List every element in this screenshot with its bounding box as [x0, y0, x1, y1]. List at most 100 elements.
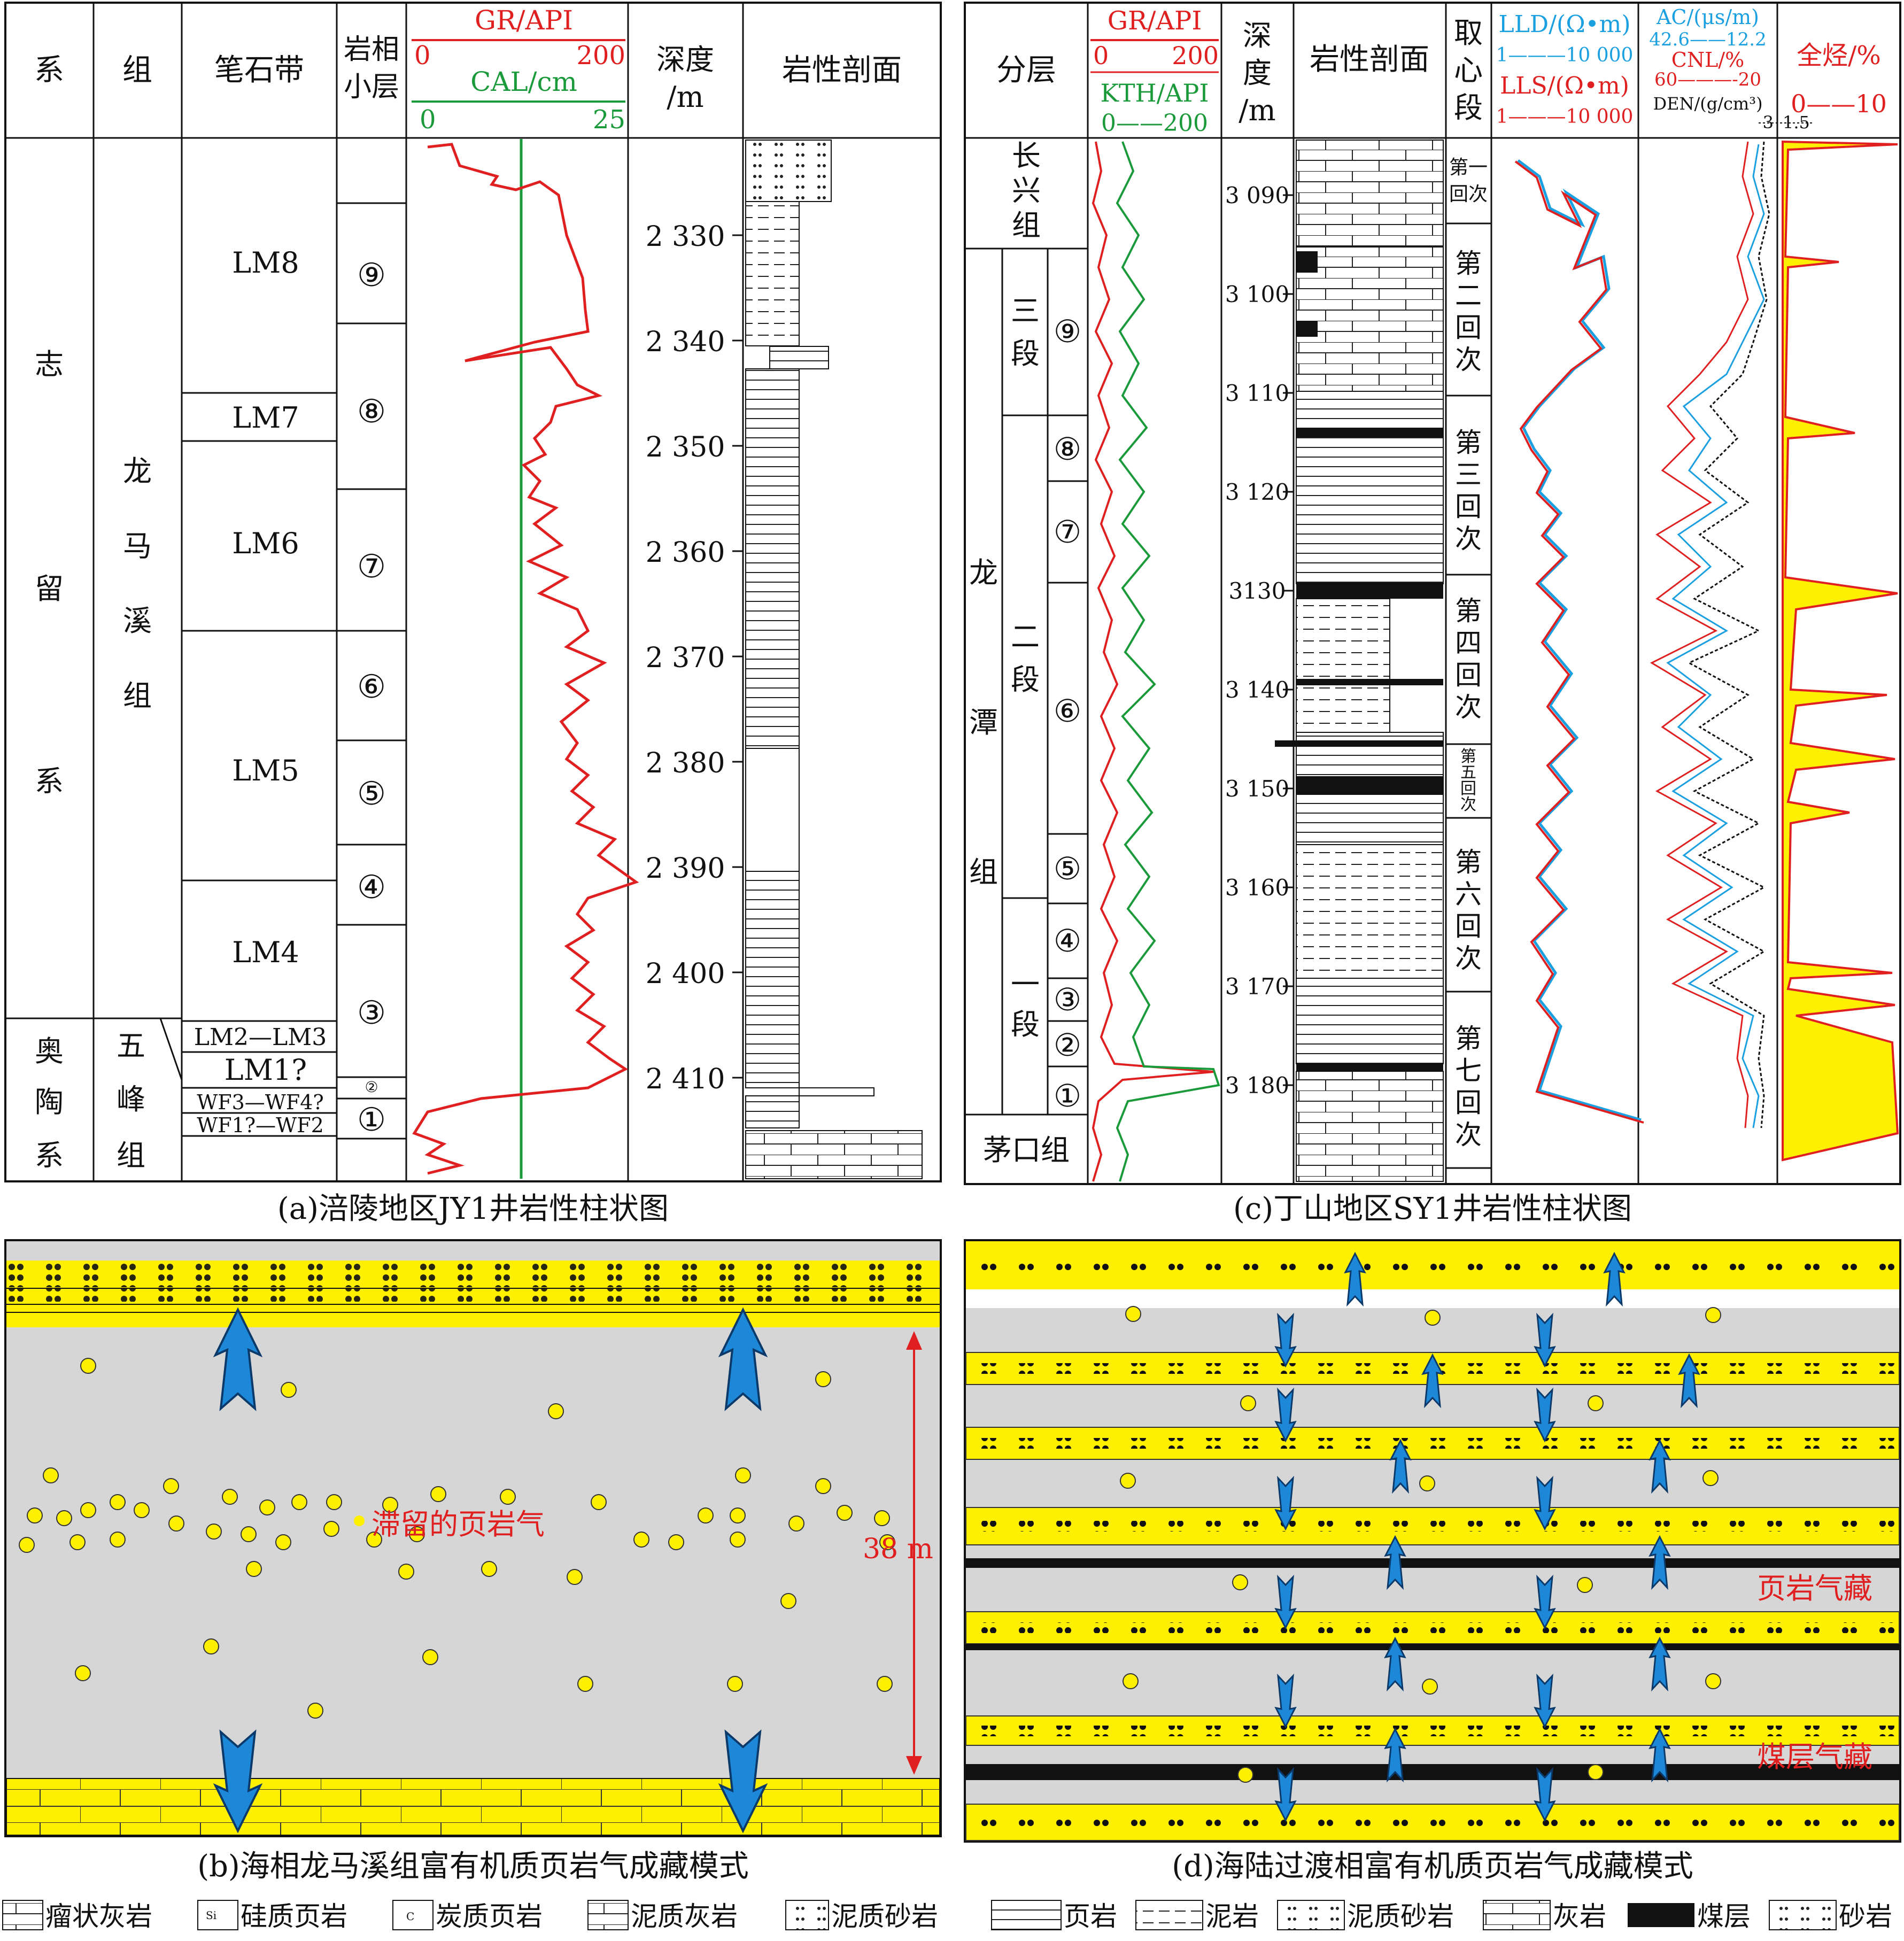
- hdr-system: 系: [34, 53, 64, 88]
- zone-lm5: LM5: [232, 754, 299, 787]
- svg-text:溪: 溪: [123, 604, 152, 638]
- legend-label-8: 泥质砂岩: [1347, 1901, 1454, 1932]
- svg-text:马: 马: [123, 529, 152, 563]
- hdr-depth-1: 深度: [656, 43, 714, 76]
- legend-label-7: 泥岩: [1205, 1901, 1259, 1932]
- zone-lm7: LM7: [232, 401, 299, 435]
- svg-text:回: 回: [1455, 1087, 1482, 1118]
- system-ordovician: 奥 陶 系: [35, 1034, 64, 1172]
- legend-label-5: 泥质砂岩: [831, 1901, 938, 1932]
- legend-swatch-5: [785, 1900, 829, 1930]
- svg-text:三: 三: [1455, 459, 1482, 490]
- core-cycle-boxes: [1446, 222, 1491, 1169]
- hdr-tg: 全烃/%: [1797, 41, 1881, 71]
- litho-column-c: [1275, 140, 1444, 1182]
- svg-text:第: 第: [1460, 747, 1476, 766]
- hdr-core-3: 段: [1454, 91, 1483, 125]
- legend-swatch-3-mark: C: [406, 1910, 414, 1923]
- ac-curve: [1666, 144, 1765, 1128]
- hdr-kth: KTH/API: [1100, 79, 1209, 107]
- hdr-sublayer-1: 岩相: [344, 34, 399, 66]
- svg-text:留: 留: [35, 572, 64, 606]
- sublayer-9: ⑨: [357, 257, 386, 294]
- depth-c-3180: 3 180: [1225, 1072, 1289, 1099]
- svg-text:四: 四: [1455, 628, 1482, 659]
- svg-text:六: 六: [1455, 879, 1482, 910]
- hdr-kth-range: 0——200: [1101, 110, 1208, 137]
- legend-swatch-8: [1277, 1900, 1345, 1930]
- legend-label-9: 灰岩: [1553, 1901, 1606, 1932]
- depth-c-3100: 3 100: [1225, 281, 1289, 307]
- total-gas-fill: [1782, 140, 1899, 1162]
- hdr-cal-max: 25: [593, 105, 625, 135]
- caption-b: (b)海相龙马溪组富有机质页岩气成藏模式: [197, 1849, 749, 1884]
- hdr-c-litho: 岩性剖面: [1310, 42, 1429, 77]
- panel-b: 滞留的页岩气 38 m (b)海相龙马溪组富有机质页岩气成藏模式: [4, 1239, 942, 1884]
- hdr-lls: LLS/(Ω•m): [1500, 72, 1629, 99]
- svg-text:第: 第: [1455, 248, 1482, 279]
- b-thickness-arrow-bottom: [906, 1756, 922, 1775]
- sublayer-5: ⑤: [357, 775, 386, 813]
- svg-text:组: 组: [1012, 208, 1041, 242]
- sublayer-boxes: [336, 202, 407, 1140]
- svg-text:第: 第: [1455, 847, 1482, 878]
- svg-text:五: 五: [117, 1029, 145, 1063]
- hdr-core-2: 心: [1454, 53, 1483, 87]
- svg-text:组: 组: [969, 855, 998, 889]
- svg-text:系: 系: [35, 1139, 64, 1172]
- legend-label-1: 瘤状灰岩: [45, 1901, 152, 1932]
- sublayer-c-3: ③: [1054, 981, 1081, 1018]
- svg-text:回: 回: [1460, 779, 1476, 798]
- sublayer-3: ③: [357, 994, 386, 1032]
- svg-text:次: 次: [1455, 344, 1482, 375]
- depth-a-2380: 2 380: [646, 747, 725, 779]
- depth-a-2410: 2 410: [646, 1063, 725, 1095]
- legend-swatch-1: [2, 1900, 43, 1930]
- depth-a-2390: 2 390: [646, 853, 725, 885]
- panel-a: 系 组 笔石带 岩相 小层 GR/API 0 200 CAL/cm 0 25 深…: [4, 2, 942, 1226]
- svg-text:次: 次: [1455, 1119, 1482, 1150]
- legend: 瘤状灰岩 Si 硅质页岩 C 炭质页岩 泥质灰岩 泥质砂岩 页岩 泥岩 泥质砂岩…: [2, 1900, 1892, 1932]
- legend-swatch-3: [392, 1900, 434, 1930]
- zone-wf3-wf4: WF3—WF4?: [197, 1091, 324, 1114]
- zone-lm2-lm3: LM2—LM3: [194, 1024, 327, 1051]
- legend-swatch-6: [991, 1900, 1062, 1930]
- b-gas-bubbles: [19, 1358, 895, 1719]
- sublayer-c-2: ②: [1054, 1027, 1081, 1063]
- depth-c-3130: 3130: [1229, 578, 1286, 604]
- formation-maokou: 茅口组: [983, 1133, 1070, 1167]
- gr-curve: [412, 143, 639, 1175]
- sublayer-c-7: ⑦: [1054, 514, 1081, 550]
- legend-label-6: 页岩: [1064, 1901, 1117, 1932]
- litho-column-a: [745, 140, 923, 1179]
- svg-text:段: 段: [1011, 663, 1040, 697]
- svg-text:五: 五: [1460, 763, 1476, 782]
- svg-text:次: 次: [1455, 943, 1482, 974]
- b-legend-bubble: [354, 1515, 365, 1526]
- formation-wufeng: 五 峰 组: [117, 1029, 145, 1172]
- sublayer-4: ④: [357, 869, 386, 906]
- legend-label-3: 炭质页岩: [436, 1901, 543, 1932]
- cycle-3: 第三 回次: [1455, 427, 1482, 554]
- sublayer-c-6: ⑥: [1054, 693, 1081, 729]
- lls-curve: [1514, 160, 1644, 1124]
- depth-c-3150: 3 150: [1225, 776, 1289, 802]
- hdr-den: DEN/(g/cm³): [1653, 94, 1762, 114]
- b-thickness-arrow-top: [906, 1331, 922, 1350]
- svg-text:三: 三: [1011, 294, 1040, 328]
- svg-text:次: 次: [1455, 692, 1482, 723]
- zone-lm8: LM8: [232, 246, 299, 280]
- cycle-7: 第七 回次: [1455, 1023, 1482, 1150]
- legend-label-11: 砂岩: [1839, 1901, 1892, 1932]
- b-gas-label: 滞留的页岩气: [371, 1507, 545, 1541]
- svg-text:二: 二: [1011, 620, 1040, 654]
- legend-label-4: 泥质灰岩: [631, 1901, 738, 1932]
- hdr-c-gr: GR/API: [1108, 6, 1202, 36]
- depth-c-3110: 3 110: [1225, 380, 1289, 406]
- svg-text:峰: 峰: [117, 1082, 145, 1116]
- depth-a-2350: 2 350: [646, 431, 725, 463]
- member-2: 二 段: [1011, 620, 1040, 697]
- member-3: 三 段: [1011, 294, 1040, 370]
- depth-a-2400: 2 400: [646, 958, 725, 990]
